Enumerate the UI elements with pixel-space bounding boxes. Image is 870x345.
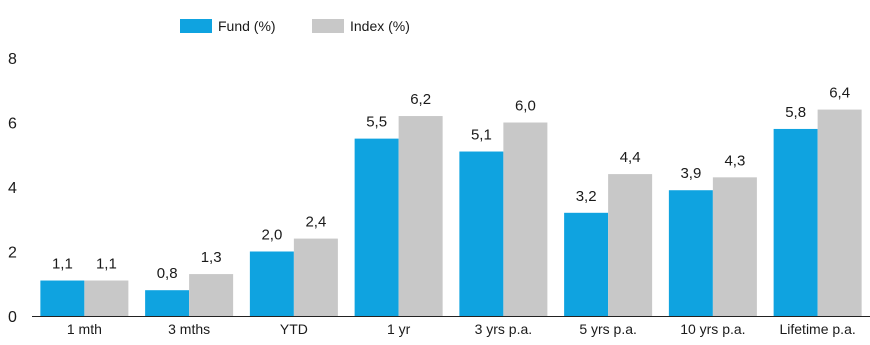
bar-fund — [354, 138, 399, 316]
data-label: 4,4 — [620, 149, 641, 166]
bar-index — [398, 116, 443, 316]
data-label: 3,9 — [680, 165, 701, 182]
bar-fund — [459, 151, 504, 316]
x-tick-label: 1 mth — [67, 321, 102, 337]
bar-index — [817, 109, 862, 316]
bar-index — [84, 280, 129, 316]
y-tick-label: 2 — [8, 245, 17, 262]
value-labels: 1,1 1,1 0,8 1,3 2,0 2,4 5,5 6,2 5,1 6,0 3,2 4,4 3,9 4… — [52, 85, 850, 283]
y-tick-label: 6 — [8, 116, 17, 133]
data-label: 0,8 — [157, 265, 178, 282]
x-tick-label: 3 yrs p.a. — [475, 321, 533, 337]
legend-swatch — [180, 19, 212, 33]
data-label: 1,1 — [52, 256, 73, 273]
data-label: 5,1 — [471, 127, 492, 144]
legend-item-fund: Fund (%) — [180, 18, 276, 34]
x-tick-label: 5 yrs p.a. — [579, 321, 637, 337]
data-label: 1,3 — [201, 249, 222, 266]
data-label: 6,2 — [410, 91, 431, 108]
data-label: 5,5 — [366, 114, 387, 131]
bar-fund — [773, 128, 818, 316]
data-label: 5,8 — [785, 104, 806, 121]
bar-index — [608, 174, 653, 316]
bar-fund — [668, 190, 713, 316]
bar-index — [293, 238, 338, 316]
x-tick-label: 3 mths — [168, 321, 210, 337]
data-label: 2,0 — [261, 227, 282, 244]
bar-index — [503, 122, 548, 316]
y-tick-label: 8 — [8, 51, 17, 68]
x-tick-label: 1 yr — [387, 321, 411, 337]
x-tick-label: Lifetime p.a. — [779, 321, 855, 337]
bars — [40, 109, 862, 316]
legend-label: Fund (%) — [218, 18, 276, 34]
x-tick-label: 10 yrs p.a. — [680, 321, 745, 337]
bar-index — [712, 177, 757, 316]
data-label: 6,4 — [829, 85, 850, 102]
data-label: 3,2 — [576, 188, 597, 205]
bar-fund — [249, 251, 294, 316]
bar-fund — [564, 212, 609, 316]
bar-fund — [145, 290, 190, 316]
legend-swatch — [312, 19, 344, 33]
data-label: 1,1 — [96, 256, 117, 273]
legend-item-index: Index (%) — [312, 18, 410, 34]
legend: Fund (%) Index (%) — [180, 18, 410, 34]
data-label: 2,4 — [305, 214, 326, 231]
y-axis: 0 2 4 6 8 — [8, 51, 17, 326]
x-axis: 1 mth 3 mths YTD 1 yr 3 yrs p.a. 5 yrs p.a. 10… — [32, 316, 870, 337]
data-label: 4,3 — [724, 152, 745, 169]
y-tick-label: 0 — [8, 309, 17, 326]
x-tick-label: YTD — [280, 321, 308, 337]
data-label: 6,0 — [515, 98, 536, 115]
bar-index — [189, 274, 234, 316]
y-tick-label: 4 — [8, 180, 17, 197]
bar-fund — [40, 280, 85, 316]
legend-label: Index (%) — [350, 18, 410, 34]
